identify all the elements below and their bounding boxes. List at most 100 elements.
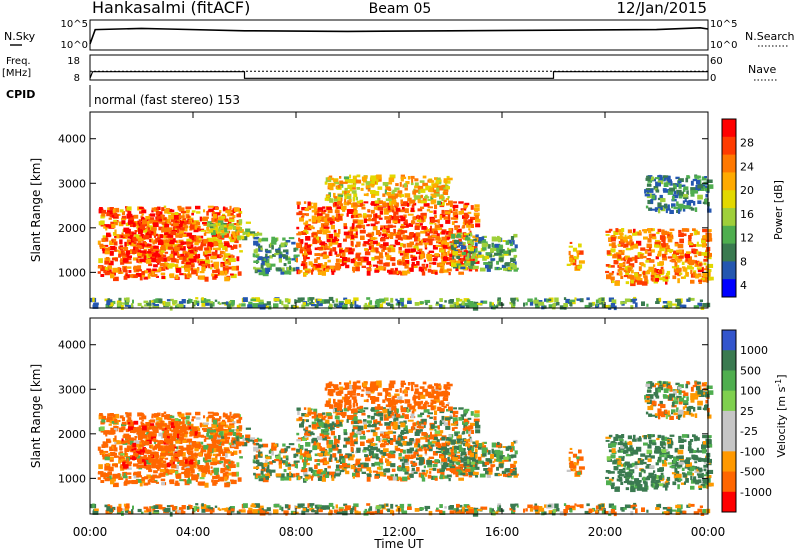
power-echo-cell <box>160 214 164 217</box>
power-echo-cell <box>149 227 152 230</box>
power-echo-cell <box>252 233 255 239</box>
power-echo-cell <box>657 202 662 208</box>
power-echo-cell <box>441 256 444 259</box>
power-echo-cell <box>102 244 109 247</box>
velocity-echo-cell <box>182 463 187 467</box>
power-echo-cell <box>432 245 438 250</box>
power-echo-cell <box>498 258 502 262</box>
power-echo-cell <box>174 227 179 231</box>
velocity-echo-cell <box>230 415 234 419</box>
power-echo-cell <box>109 240 113 246</box>
velocity-echo-cell <box>163 470 170 475</box>
power-echo-cell <box>121 211 125 215</box>
power-echo-cell <box>210 260 213 263</box>
velocity-echo-cell <box>334 415 340 420</box>
power-echo-cell <box>291 258 295 261</box>
velocity-echo-cell <box>448 438 452 442</box>
power-echo-cell <box>326 239 331 243</box>
velocity-echo-cell <box>303 407 307 410</box>
power-echo-cell <box>563 304 567 310</box>
power-echo-cell <box>165 262 169 266</box>
velocity-echo-cell <box>400 407 407 413</box>
velocity-echo-cell <box>437 425 440 430</box>
power-echo-cell <box>403 230 408 233</box>
velocity-echo-cell <box>173 444 176 448</box>
power-echo-cell <box>645 188 651 191</box>
power-colorbar-swatch <box>722 225 736 245</box>
power-echo-cell <box>439 304 443 308</box>
velocity-echo-cell <box>113 428 118 431</box>
velocity-echo-cell <box>179 479 184 482</box>
power-echo-cell <box>568 250 571 256</box>
power-echo-cell <box>217 269 220 273</box>
velocity-echo-cell <box>431 434 438 439</box>
power-echo-cell <box>258 238 262 243</box>
power-echo-cell <box>492 247 497 252</box>
power-echo-cell <box>661 243 667 247</box>
power-echo-cell <box>123 234 128 237</box>
power-echo-cell <box>223 206 226 211</box>
velocity-echo-cell <box>225 471 229 474</box>
power-echo-cell <box>443 178 448 184</box>
power-echo-cell <box>165 301 171 307</box>
power-echo-cell <box>152 231 157 236</box>
power-echo-cell <box>137 302 142 307</box>
velocity-echo-cell <box>260 469 265 472</box>
power-echo-cell <box>104 267 108 270</box>
velocity-echo-cell <box>105 463 110 466</box>
power-echo-cell <box>407 213 414 216</box>
power-echo-cell <box>391 191 395 196</box>
power-echo-cell <box>224 242 230 247</box>
velocity-echo-cell <box>213 418 216 421</box>
velocity-echo-cell <box>182 418 185 423</box>
velocity-echo-cell <box>159 427 165 430</box>
velocity-echo-cell <box>214 480 218 485</box>
power-echo-cell <box>514 297 519 300</box>
power-echo-cell <box>689 233 694 236</box>
power-echo-cell <box>92 297 95 302</box>
power-echo-cell <box>353 208 357 211</box>
power-echo-cell <box>693 260 700 264</box>
power-echo-cell <box>191 235 194 240</box>
power-echo-cell <box>190 224 195 230</box>
power-echo-cell <box>180 304 184 309</box>
power-echo-cell <box>456 248 461 254</box>
power-echo-cell <box>324 244 328 249</box>
power-echo-cell <box>457 245 460 248</box>
power-echo-cell <box>304 262 308 267</box>
power-echo-cell <box>332 247 337 252</box>
power-echo-cell <box>664 254 667 258</box>
velocity-echo-cell <box>118 459 121 464</box>
power-echo-cell <box>508 249 511 253</box>
velocity-echo-cell <box>231 471 238 477</box>
velocity-echo-cell <box>228 429 235 434</box>
power-echo-cell <box>655 189 660 193</box>
power-echo-cell <box>123 254 130 258</box>
velocity-echo-cell <box>441 462 444 468</box>
power-echo-cell <box>338 300 344 304</box>
cpid-text: normal (fast stereo) 153 <box>94 93 240 107</box>
velocity-echo-cell <box>158 463 164 468</box>
power-echo-cell <box>433 210 437 215</box>
power-echo-cell <box>187 274 192 277</box>
velocity-echo-cell <box>224 448 230 453</box>
power-echo-cell <box>130 249 134 254</box>
power-echo-cell <box>260 263 265 266</box>
power-echo-cell <box>612 254 617 259</box>
velocity-echo-cell <box>210 473 213 476</box>
power-echo-cell <box>304 244 307 249</box>
power-echo-cell <box>310 298 313 303</box>
velocity-echo-cell <box>169 447 175 451</box>
power-echo-cell <box>420 254 424 259</box>
power-echo-cell <box>171 229 178 232</box>
power-echo-cell <box>437 200 442 205</box>
power-echo-cell <box>415 236 419 240</box>
power-echo-cell <box>541 304 545 310</box>
power-echo-cell <box>304 242 308 246</box>
velocity-echo-cell <box>125 480 130 485</box>
power-echo-cell <box>357 214 363 218</box>
power-echo-cell <box>441 209 445 214</box>
power-echo-cell <box>476 303 483 306</box>
power-echo-cell <box>215 250 218 253</box>
velocity-echo-cell <box>125 412 128 415</box>
